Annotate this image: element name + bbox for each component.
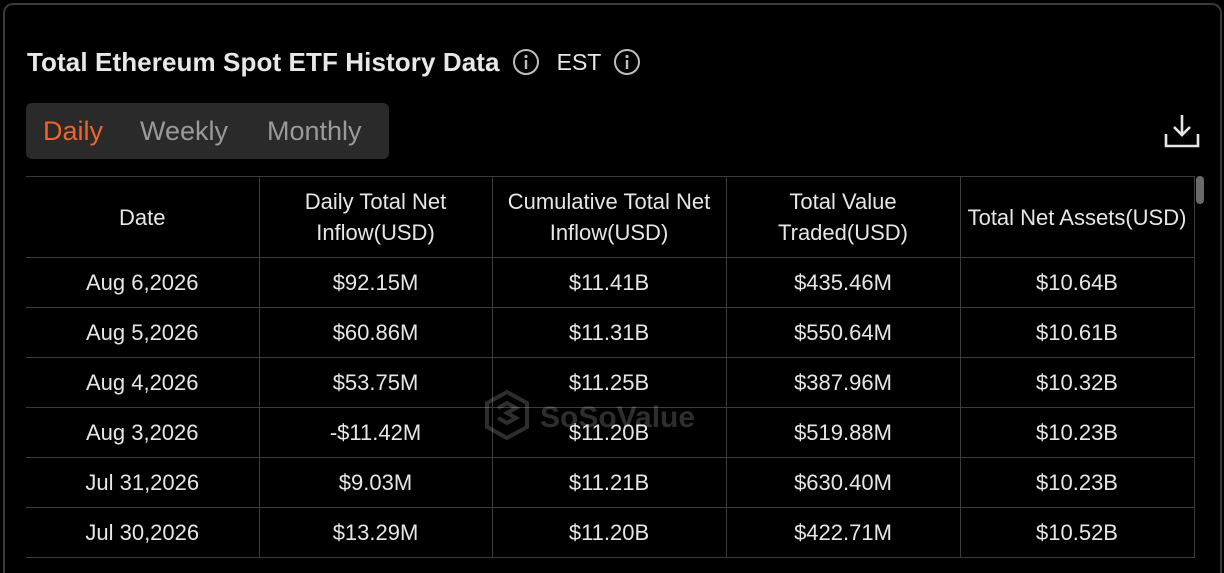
cell-net-assets: $10.23B xyxy=(960,408,1194,458)
column-header-net-assets[interactable]: Total Net Assets(USD) xyxy=(960,177,1194,258)
tab-daily[interactable]: Daily xyxy=(43,116,103,147)
cell-daily-inflow: $9.03M xyxy=(259,458,492,508)
page-title: Total Ethereum Spot ETF History Data xyxy=(27,47,500,78)
cell-value-traded: $519.88M xyxy=(726,408,960,458)
cell-daily-inflow: $53.75M xyxy=(259,358,492,408)
table-scrollbar[interactable] xyxy=(1196,176,1204,566)
column-header-date[interactable]: Date xyxy=(26,177,259,258)
cell-daily-inflow: -$11.42M xyxy=(259,408,492,458)
cell-cumulative-inflow: $11.20B xyxy=(492,408,726,458)
cell-date: Jul 31,2026 xyxy=(26,458,259,508)
cell-value-traded: $387.96M xyxy=(726,358,960,408)
cell-daily-inflow: $13.29M xyxy=(259,508,492,558)
tab-weekly[interactable]: Weekly xyxy=(140,116,228,147)
download-icon[interactable] xyxy=(1163,112,1201,150)
cell-net-assets: $10.61B xyxy=(960,308,1194,358)
panel-header: Total Ethereum Spot ETF History Data EST xyxy=(27,45,641,79)
timezone-info-icon[interactable] xyxy=(613,48,641,76)
cell-value-traded: $630.40M xyxy=(726,458,960,508)
cell-cumulative-inflow: $11.20B xyxy=(492,508,726,558)
cell-cumulative-inflow: $11.21B xyxy=(492,458,726,508)
tab-monthly[interactable]: Monthly xyxy=(267,116,362,147)
cell-value-traded: $435.46M xyxy=(726,258,960,308)
cell-net-assets: $10.32B xyxy=(960,358,1194,408)
table-row: Jul 31,2026 $9.03M $11.21B $630.40M $10.… xyxy=(26,458,1194,508)
table-header-row: Date Daily Total Net Inflow(USD) Cumulat… xyxy=(26,177,1194,258)
table-row: Aug 4,2026 $53.75M $11.25B $387.96M $10.… xyxy=(26,358,1194,408)
cell-date: Jul 30,2026 xyxy=(26,508,259,558)
etf-history-table: Date Daily Total Net Inflow(USD) Cumulat… xyxy=(26,176,1195,558)
column-header-cumulative-inflow[interactable]: Cumulative Total Net Inflow(USD) xyxy=(492,177,726,258)
cell-daily-inflow: $92.15M xyxy=(259,258,492,308)
cell-cumulative-inflow: $11.25B xyxy=(492,358,726,408)
table-row: Aug 6,2026 $92.15M $11.41B $435.46M $10.… xyxy=(26,258,1194,308)
cell-daily-inflow: $60.86M xyxy=(259,308,492,358)
period-tabs: Daily Weekly Monthly xyxy=(26,103,389,159)
cell-value-traded: $550.64M xyxy=(726,308,960,358)
cell-net-assets: $10.23B xyxy=(960,458,1194,508)
column-header-daily-inflow[interactable]: Daily Total Net Inflow(USD) xyxy=(259,177,492,258)
cell-date: Aug 6,2026 xyxy=(26,258,259,308)
cell-cumulative-inflow: $11.41B xyxy=(492,258,726,308)
table-row: Aug 5,2026 $60.86M $11.31B $550.64M $10.… xyxy=(26,308,1194,358)
cell-net-assets: $10.52B xyxy=(960,508,1194,558)
column-header-value-traded[interactable]: Total Value Traded(USD) xyxy=(726,177,960,258)
cell-value-traded: $422.71M xyxy=(726,508,960,558)
cell-date: Aug 4,2026 xyxy=(26,358,259,408)
timezone-label: EST xyxy=(557,49,602,76)
cell-date: Aug 3,2026 xyxy=(26,408,259,458)
cell-date: Aug 5,2026 xyxy=(26,308,259,358)
info-icon[interactable] xyxy=(512,48,540,76)
cell-net-assets: $10.64B xyxy=(960,258,1194,308)
cell-cumulative-inflow: $11.31B xyxy=(492,308,726,358)
scrollbar-thumb[interactable] xyxy=(1196,176,1204,204)
table-row: Jul 30,2026 $13.29M $11.20B $422.71M $10… xyxy=(26,508,1194,558)
table-row: Aug 3,2026 -$11.42M $11.20B $519.88M $10… xyxy=(26,408,1194,458)
